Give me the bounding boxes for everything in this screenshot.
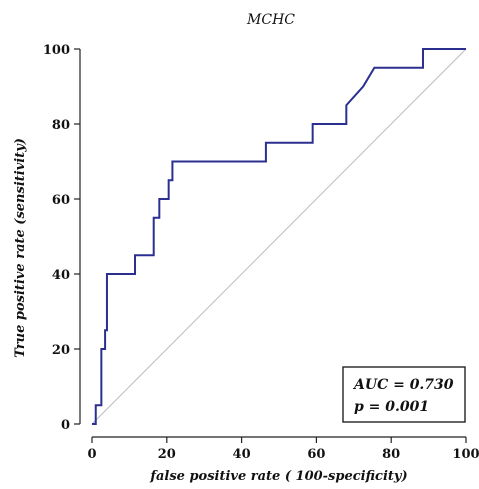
- legend-frame: [342, 366, 466, 423]
- x-tick-label: 60: [307, 447, 325, 462]
- y-tick-label: 80: [52, 118, 70, 133]
- x-tick-label: 80: [382, 447, 400, 462]
- x-tick-label: 100: [452, 447, 479, 462]
- x-tick-label: 40: [233, 447, 251, 462]
- auc-label: AUC = 0.730: [352, 377, 454, 393]
- y-axis-label: True positive rate (sensitivity): [13, 138, 28, 358]
- chart-title: MCHC: [246, 12, 295, 28]
- x-tick-label: 0: [87, 447, 96, 462]
- reference-diagonal: [91, 48, 467, 425]
- x-axis-label: false positive rate ( 100-specificity): [149, 469, 407, 484]
- y-tick-label: 0: [61, 418, 70, 433]
- legend-box: AUC = 0.730 p = 0.001: [342, 366, 466, 423]
- y-tick-label: 20: [52, 343, 70, 358]
- plot-lines: [91, 48, 467, 425]
- y-tick-label: 40: [52, 268, 70, 283]
- y-tick-label: 60: [52, 193, 70, 208]
- p-value-label: p = 0.001: [354, 399, 429, 415]
- axis-ticks: 0 20 40 60 80 100 0 20 40 60 80 100: [43, 43, 479, 462]
- roc-curve: [92, 48, 466, 425]
- y-tick-label: 100: [43, 43, 70, 58]
- x-tick-label: 20: [158, 447, 176, 462]
